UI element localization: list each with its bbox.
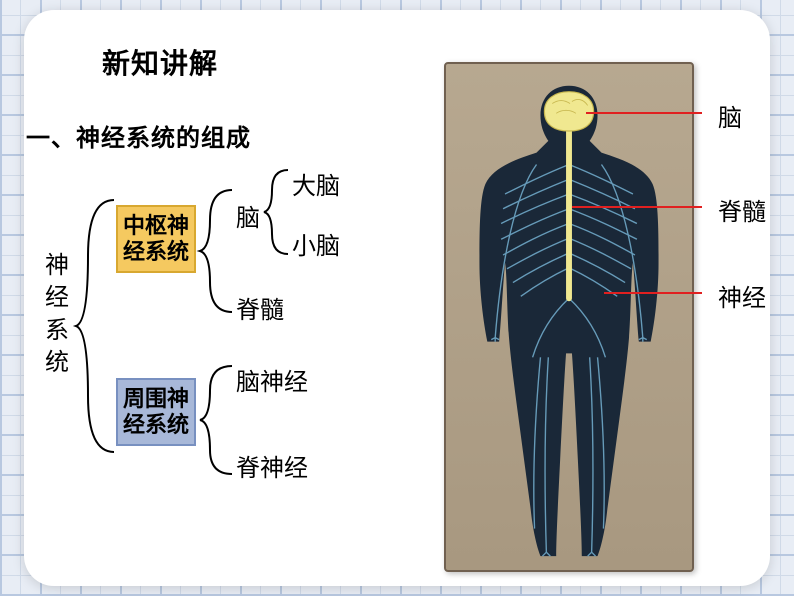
cns-box: 中枢神经系统 xyxy=(116,205,196,273)
spinal-nerves-leaf: 脊神经 xyxy=(236,448,308,483)
callout-spinal: 脊髓 xyxy=(718,192,766,227)
anatomy-illustration xyxy=(444,62,694,572)
slide-card: 新知讲解 一、神经系统的组成 神经系统 中枢神经系统 周围神经系统 脑 大脑 小… xyxy=(24,10,770,586)
bracket-cns xyxy=(198,186,236,316)
bracket-root xyxy=(74,196,116,456)
bracket-pns xyxy=(198,362,236,478)
hierarchy-tree: 神经系统 中枢神经系统 周围神经系统 脑 大脑 小脑 脊髓 脑神经 脊神经 xyxy=(44,160,424,540)
tree-root-label: 神经系统 xyxy=(44,250,70,380)
section-heading: 一、神经系统的组成 xyxy=(26,118,251,153)
slide-title: 新知讲解 xyxy=(102,42,218,82)
body-svg xyxy=(446,64,692,570)
cerebrum-leaf: 大脑 xyxy=(292,166,340,201)
callout-brain: 脑 xyxy=(718,98,742,133)
brain-node: 脑 xyxy=(236,198,260,233)
spinal-cord-leaf: 脊髓 xyxy=(236,290,284,325)
callout-nerve: 神经 xyxy=(718,278,766,313)
cerebellum-leaf: 小脑 xyxy=(292,226,340,261)
pns-box: 周围神经系统 xyxy=(116,378,196,446)
bracket-brain xyxy=(262,166,292,258)
cranial-nerves-leaf: 脑神经 xyxy=(236,362,308,397)
callout-line-spinal xyxy=(572,206,702,208)
callout-line-brain xyxy=(586,112,702,114)
callout-line-nerve xyxy=(604,292,702,294)
